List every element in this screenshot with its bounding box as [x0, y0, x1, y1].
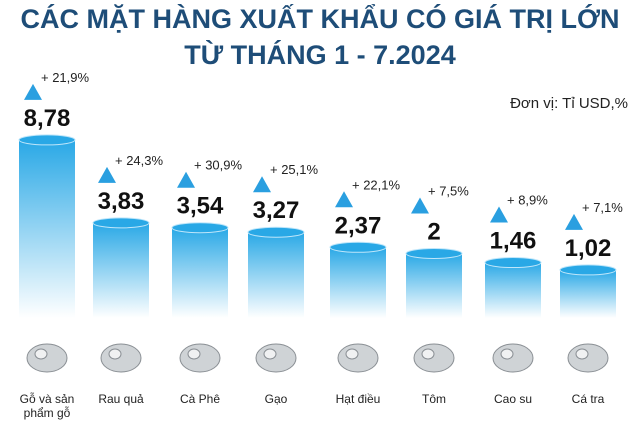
growth-label: + 8,9% — [507, 193, 548, 208]
bar-top — [405, 248, 463, 259]
category-label: Cao su — [493, 392, 533, 406]
value-label: 3,54 — [177, 193, 224, 220]
growth-marker — [335, 191, 353, 208]
category-label: Rau quả — [98, 392, 144, 406]
category-label: Gạo — [264, 392, 288, 406]
value-label: 3,27 — [253, 197, 300, 224]
bar-top — [18, 134, 76, 146]
icon-detail — [108, 348, 122, 360]
unit-label: Đơn vị: Tỉ USD,% — [510, 95, 628, 112]
icon — [255, 343, 297, 373]
bar-top — [559, 264, 617, 276]
category-label: Cá tra — [571, 392, 605, 406]
icon — [567, 343, 609, 373]
growth-label: + 7,1% — [582, 200, 623, 215]
chart-title: CÁC MẶT HÀNG XUẤT KHẨU CÓ GIÁ TRỊ LỚN — [21, 3, 620, 34]
growth-marker — [253, 176, 271, 193]
bar-top — [484, 257, 542, 269]
value-label: 2,37 — [335, 212, 382, 239]
growth-label: + 22,1% — [352, 177, 401, 192]
value-label: 3,83 — [98, 188, 145, 215]
category-label: Hạt điều — [335, 392, 381, 406]
value-label: 2 — [427, 219, 440, 246]
growth-marker — [490, 206, 508, 223]
growth-marker — [411, 197, 429, 214]
value-label: 1,46 — [490, 228, 537, 255]
bar-top — [92, 217, 150, 229]
bar — [172, 227, 228, 318]
bar — [19, 139, 75, 318]
growth-label: + 21,9% — [41, 70, 90, 85]
icon-detail — [34, 348, 48, 360]
bar-top — [247, 226, 305, 238]
bar — [485, 262, 541, 318]
growth-marker — [565, 213, 583, 230]
bar — [560, 269, 616, 318]
growth-marker — [24, 83, 42, 100]
icon-detail — [575, 348, 589, 360]
icon — [100, 343, 142, 373]
growth-label: + 24,3% — [115, 153, 164, 168]
icon — [26, 343, 68, 373]
icon-detail — [421, 348, 435, 360]
bar-top — [329, 241, 387, 253]
growth-marker — [98, 166, 116, 183]
icon-detail — [345, 348, 359, 360]
bar — [330, 247, 386, 318]
category-label: Cà Phê — [179, 392, 221, 406]
growth-label: + 7,5% — [428, 184, 469, 199]
bar — [248, 232, 304, 318]
icon — [337, 343, 379, 373]
icon-detail — [500, 348, 514, 360]
chart-subtitle: TỪ THÁNG 1 - 7.2024 — [184, 39, 455, 70]
growth-marker — [177, 171, 195, 188]
growth-label: + 25,1% — [270, 162, 319, 177]
icon-detail — [187, 348, 201, 360]
icon — [413, 343, 455, 373]
bar-top — [171, 222, 229, 234]
icon-detail — [263, 348, 277, 360]
value-label: 8,78 — [24, 105, 71, 132]
bar — [93, 222, 149, 318]
growth-label: + 30,9% — [194, 158, 243, 173]
icon — [179, 343, 221, 373]
category-label: Tôm — [422, 392, 446, 406]
category-label: Gỗ và sản phẩm gỗ — [19, 392, 75, 420]
bar — [406, 253, 462, 318]
icon — [492, 343, 534, 373]
value-label: 1,02 — [565, 235, 612, 262]
